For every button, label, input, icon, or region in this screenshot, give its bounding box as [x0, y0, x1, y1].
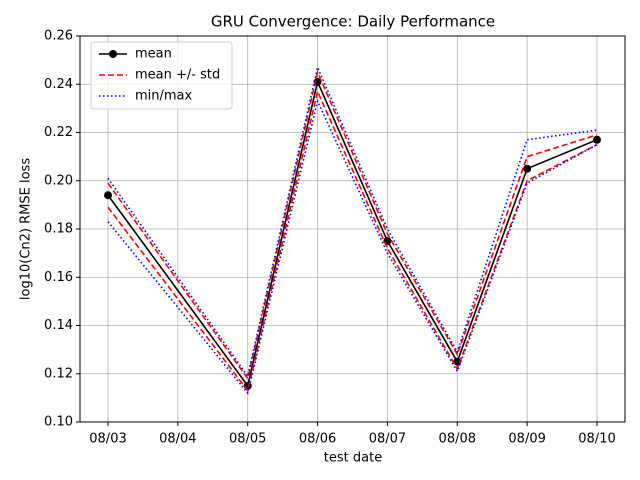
legend-marker: [109, 50, 117, 58]
marker: [453, 357, 462, 366]
x-tick-label: 08/08: [439, 432, 476, 447]
x-tick-label: 08/05: [229, 432, 266, 447]
marker: [593, 135, 601, 144]
series-line: [107, 88, 598, 393]
series-line: [107, 69, 598, 381]
y-tick-label: 0.26: [44, 29, 73, 44]
legend-box: [90, 41, 233, 110]
y-tick-label: 0.18: [44, 222, 73, 237]
legend-label: mean +/- std: [135, 68, 220, 83]
y-tick-label: 0.16: [44, 270, 73, 285]
y-tick-label: 0.10: [44, 415, 73, 430]
x-axis-label: test date: [324, 451, 382, 466]
legend-label: mean: [135, 47, 172, 62]
marker: [104, 191, 112, 200]
y-tick-label: 0.22: [44, 125, 73, 140]
y-tick-label: 0.20: [44, 173, 73, 188]
y-axis-label: log10(Cn2) RMSE loss: [19, 158, 34, 300]
x-tick-label: 08/06: [299, 432, 336, 447]
plot-frame: [79, 35, 626, 423]
y-tick-label: 0.24: [44, 77, 73, 92]
y-tick-label: 0.12: [44, 366, 73, 381]
legend-label: min/max: [135, 89, 193, 104]
marker: [243, 381, 252, 390]
chart-title: GRU Convergence: Daily Performance: [211, 13, 495, 31]
x-tick-label: 08/04: [159, 432, 196, 447]
series-line: [107, 98, 598, 395]
x-tick-label: 08/03: [89, 432, 126, 447]
x-tick-label: 08/10: [578, 432, 615, 447]
x-tick-label: 08/07: [369, 432, 406, 447]
y-tick-label: 0.14: [44, 318, 73, 333]
x-tick-label: 08/09: [508, 432, 545, 447]
marker: [523, 164, 532, 173]
